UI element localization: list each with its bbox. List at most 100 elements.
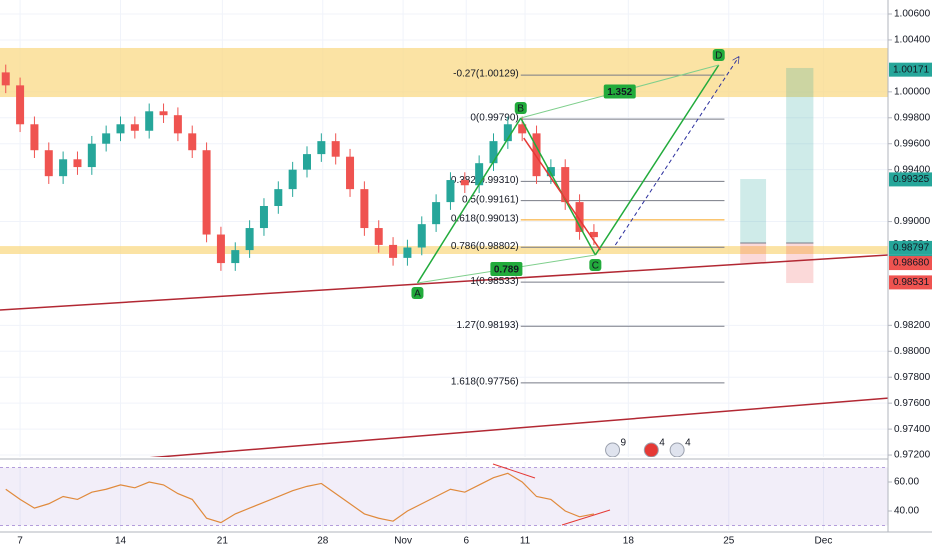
y-tick-label: 0.99600 [894,138,931,149]
candle-body [202,150,211,235]
pattern-point-label: B [517,104,524,115]
x-tick-label: 11 [520,536,531,547]
candle-body [274,189,283,206]
candle-body [446,180,455,203]
pattern-point [411,287,424,300]
y-tick-label: 0.98200 [894,320,931,331]
bc-line [523,137,601,251]
candle-body [475,163,484,186]
fib-label: 0.618(0.99013) [451,214,519,225]
target-box [740,179,767,243]
candle-body [389,244,398,258]
pattern-point [712,48,725,61]
candle-body [374,228,383,245]
x-tick-label: 25 [723,536,735,547]
event-count: 4 [659,438,665,449]
candle-body [561,167,570,203]
candle-body [73,159,82,168]
candle-body [159,111,168,116]
x-tick-label: 21 [217,536,229,547]
fib-label: -0.27(1.00129) [453,69,519,80]
fib-label: 0.5(0.99161) [462,194,519,205]
rsi-band [0,467,888,526]
candle-body [346,156,355,190]
rsi-tick-label: 60.00 [894,477,919,488]
candle-body [503,124,512,142]
candle-body [288,169,297,190]
candle-body [259,205,268,229]
ratio-box [603,84,636,99]
candle-body [432,202,441,225]
trendline [149,397,888,457]
x-tick-label: 28 [317,536,329,547]
event-count: 9 [621,438,627,449]
y-tick-label: 0.97400 [894,424,931,435]
candle-body [489,141,498,164]
y-tick-label: 0.99800 [894,112,931,123]
y-tick-label: 0.99000 [894,216,931,227]
rsi-tick-label: 40.00 [894,506,919,517]
event-count: 4 [685,438,691,449]
candle-body [245,228,254,251]
candle-body [532,133,541,177]
target-box [786,67,814,243]
candle-body [317,141,326,155]
price-badge [889,275,932,290]
y-tick-label: 1.00400 [894,35,931,46]
candle-body [518,124,527,134]
price-axis-bg [888,0,932,550]
candle-body [403,247,412,258]
price-badge-label: 0.99325 [893,174,930,185]
candle-body [417,224,426,248]
candle-body [16,85,25,125]
event-icon [669,442,685,457]
fib-label: 0.786(0.98802) [451,241,519,252]
rsi-pane [0,462,888,530]
stop-box [740,242,767,264]
candle-body [145,111,154,131]
ratio-box [490,262,523,277]
pattern-leg [594,64,720,256]
x-tick-label: 14 [115,536,127,547]
trendline [0,254,888,311]
x-tick-label: 6 [463,536,469,547]
price-badge [889,172,932,187]
candle-body [460,180,469,186]
candle-body [130,124,139,131]
y-tick-label: 0.99400 [894,164,931,175]
x-tick-label: Nov [394,536,412,547]
price-badge [889,240,932,255]
stop-box [786,242,814,284]
candle-body [59,159,68,177]
event-icon [643,442,659,457]
candle-body [360,189,369,229]
pattern-point [514,102,527,115]
y-tick-label: 0.97200 [894,450,931,461]
candle-body [44,150,53,177]
rsi-line [5,472,595,524]
divergence-line [492,463,536,479]
candle-body [302,154,311,170]
candle-body [102,133,111,144]
pattern-point-label: C [592,261,599,272]
price-badge [889,62,932,77]
pattern-point [589,259,602,272]
main-pane: -0.27(1.00129) 0(0.99790) 0.382(0.99310) 0.… [0,0,888,457]
pattern-leg [520,117,597,256]
event-icon [605,442,621,457]
candle-body [188,133,197,151]
price-badge-label: 0.98797 [893,243,930,254]
fib-label: 1.618(0.97756) [451,377,519,388]
y-tick-label: 1.00600 [894,9,931,20]
x-tick-label: 18 [623,536,635,547]
candle-body [173,115,182,134]
ratio-label: 1.352 [607,87,632,98]
price-badge-label: 0.98531 [893,277,930,288]
candle-body [1,72,10,86]
price-badge [889,256,932,271]
x-tick-label: 7 [17,536,23,547]
projection-arrow [614,57,738,246]
candle-body [589,231,598,238]
y-tick-label: 0.98000 [894,346,931,357]
